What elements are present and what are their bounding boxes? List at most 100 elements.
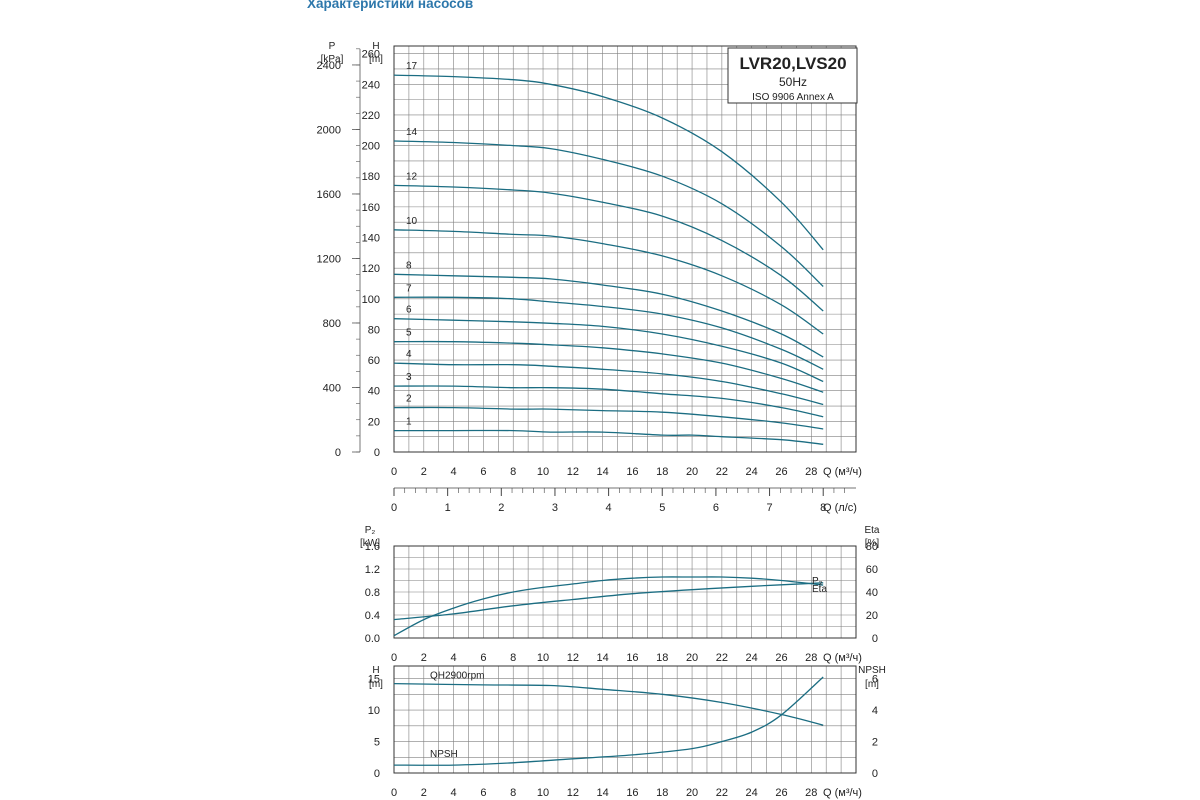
series-line-3 — [393, 385, 824, 418]
y2-axis-unit: [m] — [865, 679, 879, 690]
y2-tick-label: 4 — [872, 705, 878, 717]
x-tick-label: 6 — [480, 652, 486, 664]
chart-subtitle: 50Hz — [779, 75, 807, 89]
x-tick-label: 10 — [537, 466, 549, 478]
y2-tick-label: 0 — [872, 633, 878, 645]
y2-axis-label: Eta — [864, 525, 879, 536]
y2-axis-unit: [kPa] — [321, 54, 344, 65]
x2-tick-label: 4 — [606, 502, 612, 514]
y-tick-label: 180 — [362, 171, 380, 183]
x-tick-label: 0 — [391, 787, 397, 799]
x-tick-label: 14 — [597, 652, 609, 664]
y2-tick-label: 1600 — [317, 189, 341, 201]
x-tick-label: 22 — [716, 652, 728, 664]
y2-axis-unit: [%] — [865, 538, 880, 549]
y2-tick-label: 60 — [866, 564, 878, 576]
series-label-qh: QH2900rpm — [430, 671, 484, 682]
x2-tick-label: 2 — [498, 502, 504, 514]
x2-tick-label: 7 — [766, 502, 772, 514]
x-tick-label: 4 — [451, 652, 457, 664]
plot-frame — [393, 665, 857, 774]
series-label-17: 17 — [406, 61, 418, 72]
y-tick-label: 220 — [362, 110, 380, 122]
y2-axis-label: NPSH — [858, 665, 886, 676]
x-tick-label: 20 — [686, 466, 698, 478]
y2-tick-label: 20 — [866, 610, 878, 622]
y-tick-label: 0.0 — [365, 633, 380, 645]
series-label-2: 2 — [406, 394, 412, 405]
x-tick-label: 18 — [656, 787, 668, 799]
chart-note: ISO 9906 Annex A — [752, 92, 834, 103]
y-tick-label: 0.8 — [365, 587, 380, 599]
x-tick-label: 22 — [716, 787, 728, 799]
series-label-14: 14 — [406, 127, 418, 138]
x-tick-label: 8 — [510, 787, 516, 799]
series-line-NPSH — [393, 676, 824, 766]
x-tick-label: 26 — [775, 466, 787, 478]
x-tick-label: 26 — [775, 787, 787, 799]
y-tick-label: 15 — [368, 674, 380, 686]
x-tick-label: 28 — [805, 787, 817, 799]
series-label-12: 12 — [406, 171, 418, 182]
power-efficiency-chart: 0 2 4 6 8 10 12 14 16 18 20 22 24 26 28 Q (м³/ч)0.00.40… — [360, 525, 880, 664]
series-label-p2: P₂ — [812, 576, 823, 587]
title-box-frame — [727, 47, 858, 104]
x-tick-label: 16 — [626, 652, 638, 664]
y-axis-label: P₂ — [365, 525, 376, 536]
x-axis-label: Q (м³/ч) — [823, 652, 862, 664]
x-tick-label: 26 — [775, 652, 787, 664]
series-line-2 — [393, 406, 824, 430]
x-tick-label: 18 — [656, 466, 668, 478]
x-tick-label: 20 — [686, 787, 698, 799]
npsh-chart: 0 2 4 6 8 10 12 14 16 18 20 22 24 26 28 Q (м³/ч)051015H… — [368, 665, 886, 799]
x2-tick-label: 0 — [391, 502, 397, 514]
x2-tick-label: 8 — [820, 502, 826, 514]
series-line-14 — [393, 140, 824, 287]
y-axis-label: H — [372, 665, 379, 676]
plot-frame — [393, 45, 857, 453]
y2-tick-label: 80 — [866, 541, 878, 553]
y-axis-label: H — [372, 41, 379, 52]
series-line-QH2900rpm — [393, 682, 824, 726]
series-line-8 — [393, 273, 824, 358]
series-label-10: 10 — [406, 216, 418, 227]
x-tick-label: 2 — [421, 652, 427, 664]
y2-tick-label: 0 — [872, 768, 878, 780]
x-tick-label: 12 — [567, 652, 579, 664]
y-tick-label: 100 — [362, 294, 380, 306]
series-label-3: 3 — [406, 372, 412, 383]
series-line-17 — [393, 74, 824, 251]
y-tick-label: 5 — [374, 737, 380, 749]
y-tick-label: 260 — [362, 49, 380, 61]
series-line-7 — [393, 296, 824, 370]
x-tick-label: 6 — [480, 787, 486, 799]
y-tick-label: 10 — [368, 705, 380, 717]
x-tick-label: 12 — [567, 787, 579, 799]
series-line-Eta — [393, 576, 824, 637]
series-label-5: 5 — [406, 328, 412, 339]
x-tick-label: 12 — [567, 466, 579, 478]
series-label-6: 6 — [406, 305, 412, 316]
x-tick-label: 8 — [510, 466, 516, 478]
x2-tick-label: 1 — [445, 502, 451, 514]
chart-title-box: LVR20,LVS20 50Hz ISO 9906 Annex A — [727, 47, 858, 104]
y2-axis-label: P — [329, 41, 336, 52]
y-axis-unit: [kW] — [360, 538, 380, 549]
x-tick-label: 14 — [597, 787, 609, 799]
x-tick-label: 10 — [537, 787, 549, 799]
x-tick-label: 4 — [451, 466, 457, 478]
series-line-1 — [393, 429, 824, 445]
x-tick-label: 16 — [626, 466, 638, 478]
series-label-eta: Eta — [812, 584, 827, 595]
series-line-4 — [393, 362, 824, 406]
y-tick-label: 0 — [374, 768, 380, 780]
y2-tick-label: 1200 — [317, 253, 341, 265]
y-axis-unit: [m] — [369, 54, 383, 65]
x-tick-label: 10 — [537, 652, 549, 664]
x-tick-label: 2 — [421, 466, 427, 478]
x-tick-label: 6 — [480, 466, 486, 478]
y-tick-label: 20 — [368, 416, 380, 428]
y-tick-label: 60 — [368, 355, 380, 367]
y2-tick-label: 2 — [872, 737, 878, 749]
y2-tick-label: 400 — [323, 382, 341, 394]
